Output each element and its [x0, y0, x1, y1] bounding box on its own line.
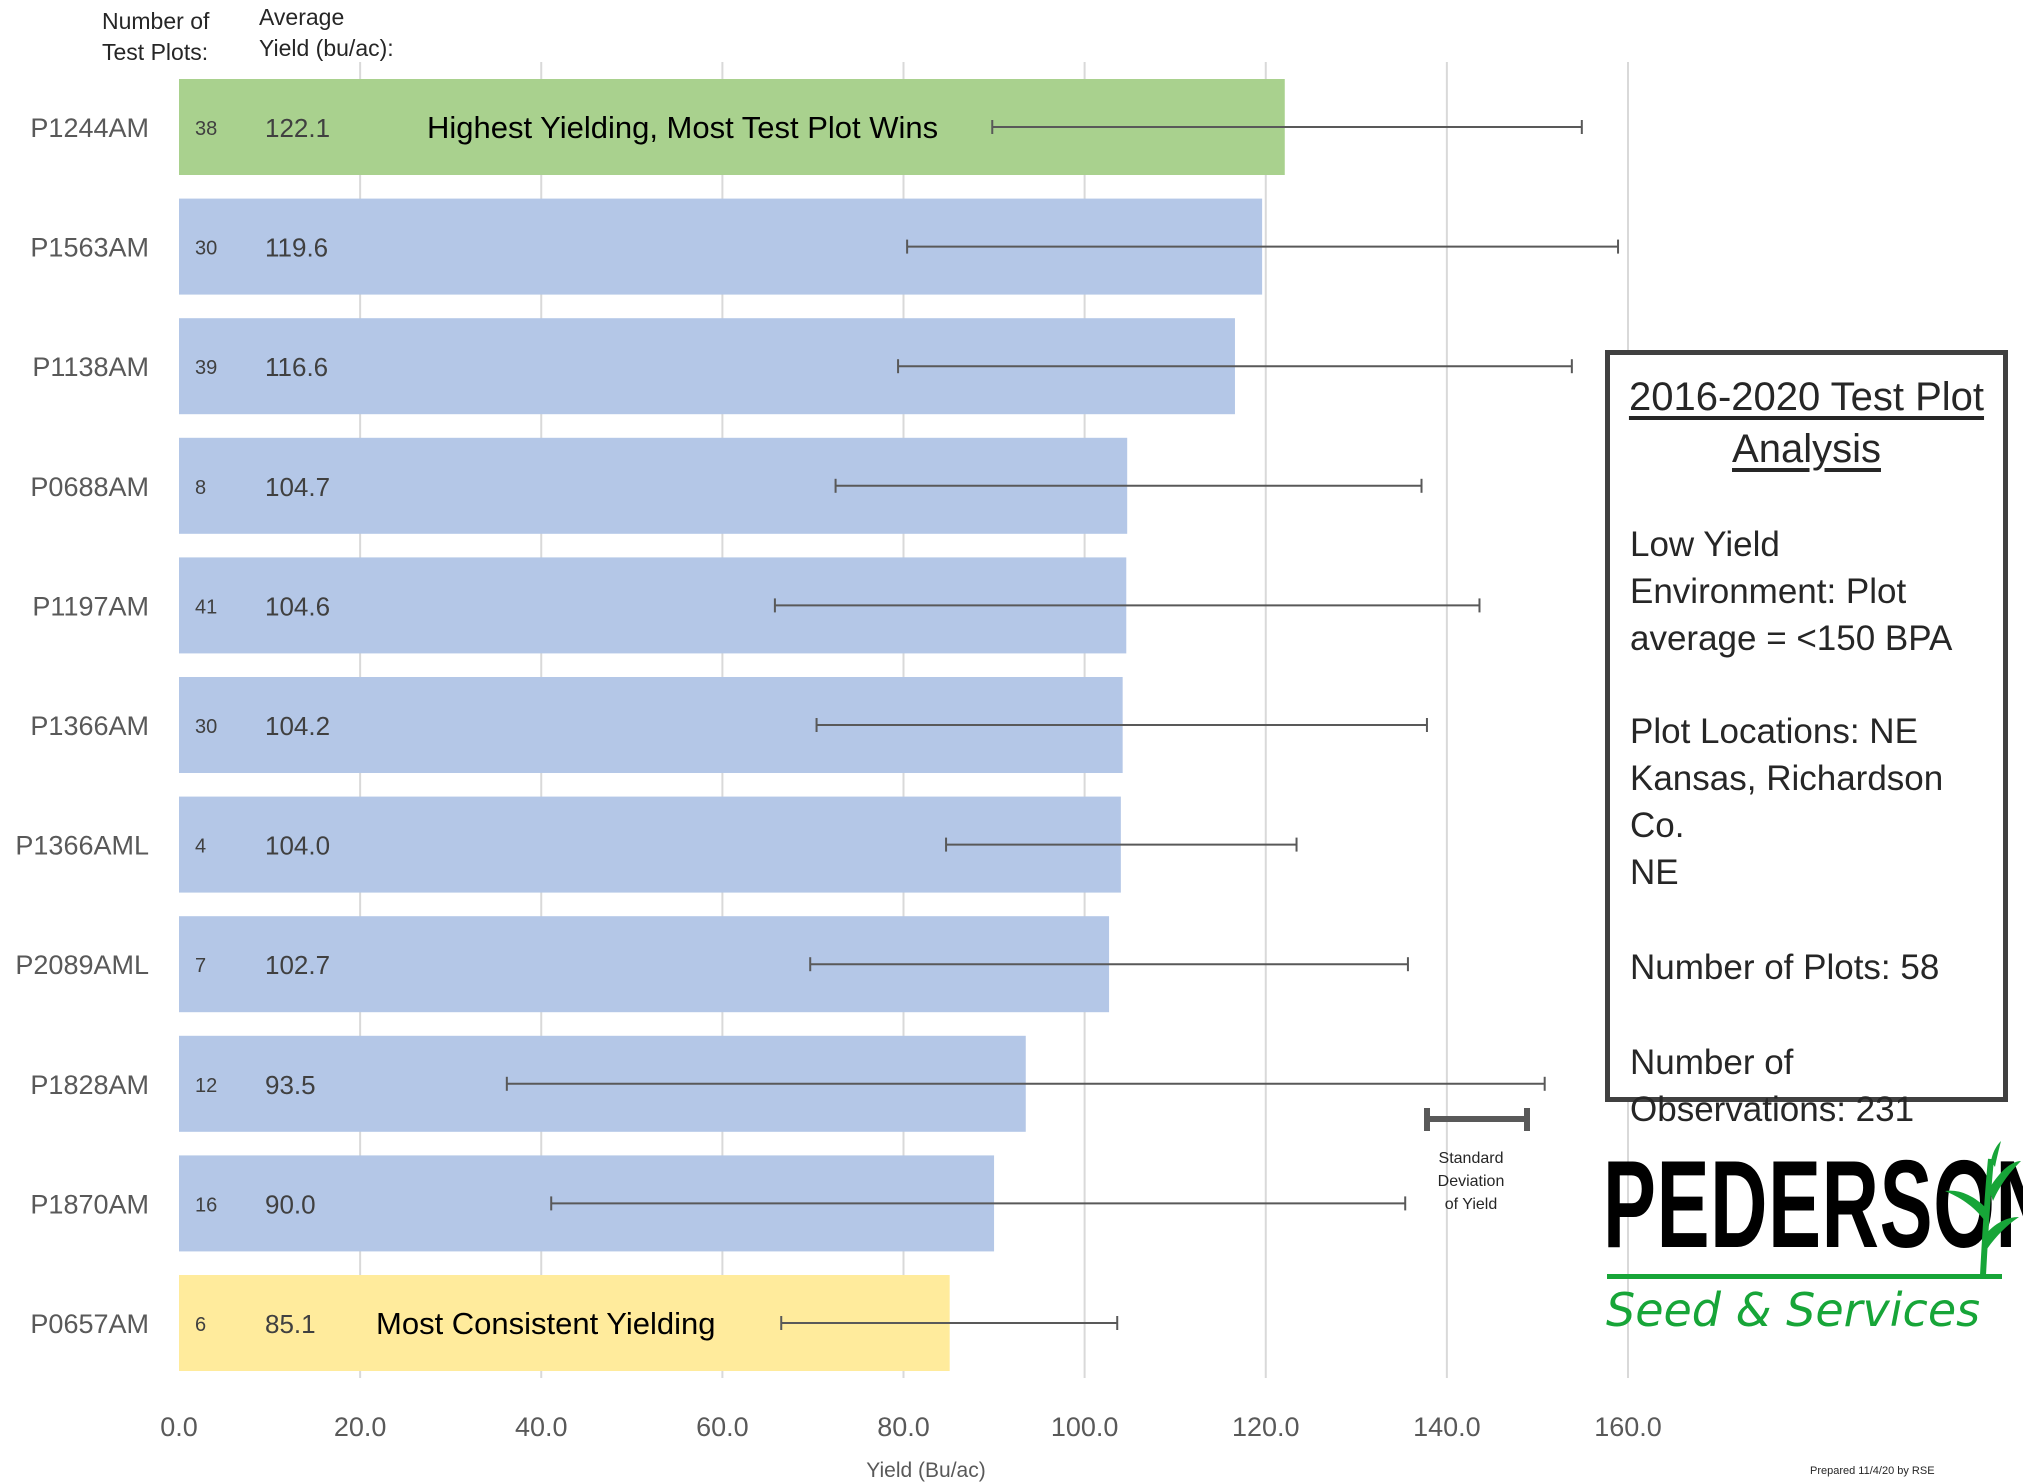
info-box-title: 2016-2020 Test Plot Analysis	[1628, 375, 1985, 471]
x-tick-label: 80.0	[877, 1412, 930, 1442]
data-label: 104.2	[265, 711, 330, 741]
pederson-logo: PEDERSON Seed & Services	[1603, 1136, 2023, 1343]
average-yield-header: Average Yield (bu/ac):	[259, 4, 394, 61]
category-label: P1563AM	[30, 233, 149, 263]
category-label: P1138AM	[32, 352, 149, 382]
test-plot-count: 16	[195, 1194, 217, 1216]
category-label: P1870AM	[30, 1189, 149, 1219]
category-label: P1197AM	[32, 591, 149, 621]
data-label: 102.7	[265, 950, 330, 980]
data-label: 116.6	[265, 352, 328, 382]
test-plot-count: 7	[195, 955, 206, 977]
data-label: 85.1	[265, 1309, 316, 1339]
info-plot-count: Number of Plots: 58	[1630, 948, 1940, 987]
test-plot-count: 30	[195, 716, 217, 738]
corn-plant-icon	[1945, 1141, 2021, 1276]
bar-annotation: Highest Yielding, Most Test Plot Wins	[427, 110, 938, 145]
category-label: P2089AML	[15, 950, 149, 980]
category-label: P1828AM	[30, 1070, 149, 1100]
category-label: P0657AM	[30, 1309, 149, 1339]
data-label: 90.0	[265, 1189, 316, 1219]
category-label: P0688AM	[30, 472, 149, 502]
test-plot-count: 12	[195, 1075, 217, 1097]
test-plot-count: 38	[195, 118, 217, 140]
test-plot-count: 30	[195, 238, 217, 260]
x-tick-label: 40.0	[515, 1412, 568, 1442]
data-label: 93.5	[265, 1070, 316, 1100]
test-plot-count: 41	[195, 596, 217, 618]
analysis-info-box: 2016-2020 Test Plot Analysis Low Yield E…	[1605, 350, 2008, 1129]
x-tick-label: 140.0	[1413, 1412, 1481, 1442]
prepared-note: Prepared 11/4/20 by RSE	[1810, 1465, 1935, 1477]
logo-rule	[1607, 1274, 2002, 1279]
x-tick-label: 0.0	[160, 1412, 198, 1442]
info-observations: Number of Observations: 231	[1630, 1043, 1915, 1129]
bar-annotation: Most Consistent Yielding	[376, 1306, 715, 1341]
x-tick-label: 100.0	[1051, 1412, 1119, 1442]
category-label: P1366AM	[30, 711, 149, 741]
logo-subtitle: Seed & Services	[1606, 1283, 1981, 1337]
test-plot-count: 4	[195, 836, 206, 858]
data-label: 119.6	[265, 233, 328, 263]
x-tick-label: 120.0	[1232, 1412, 1300, 1442]
x-axis-label: Yield (Bu/ac)	[866, 1459, 985, 1482]
data-label: 122.1	[265, 113, 330, 143]
x-tick-label: 20.0	[334, 1412, 387, 1442]
x-tick-label: 60.0	[696, 1412, 749, 1442]
data-label: 104.7	[265, 472, 330, 502]
data-label: 104.0	[265, 831, 330, 861]
category-label: P1244AM	[30, 113, 149, 143]
data-label: 104.6	[265, 591, 330, 621]
sd-legend-label: Standard Deviation of Yield	[1437, 1150, 1505, 1213]
logo-wordmark: PEDERSON	[1603, 1136, 2023, 1274]
test-plot-count: 8	[195, 477, 206, 499]
info-locations: Plot Locations: NE Kansas, Richardson Co…	[1630, 712, 1944, 892]
test-plots-header: Number of Test Plots:	[102, 8, 210, 65]
x-tick-label: 160.0	[1594, 1412, 1662, 1442]
test-plot-count: 6	[195, 1314, 206, 1336]
category-label: P1366AML	[15, 831, 149, 861]
test-plot-count: 39	[195, 357, 217, 379]
info-environment: Low Yield Environment: Plot average = <1…	[1630, 525, 1953, 658]
